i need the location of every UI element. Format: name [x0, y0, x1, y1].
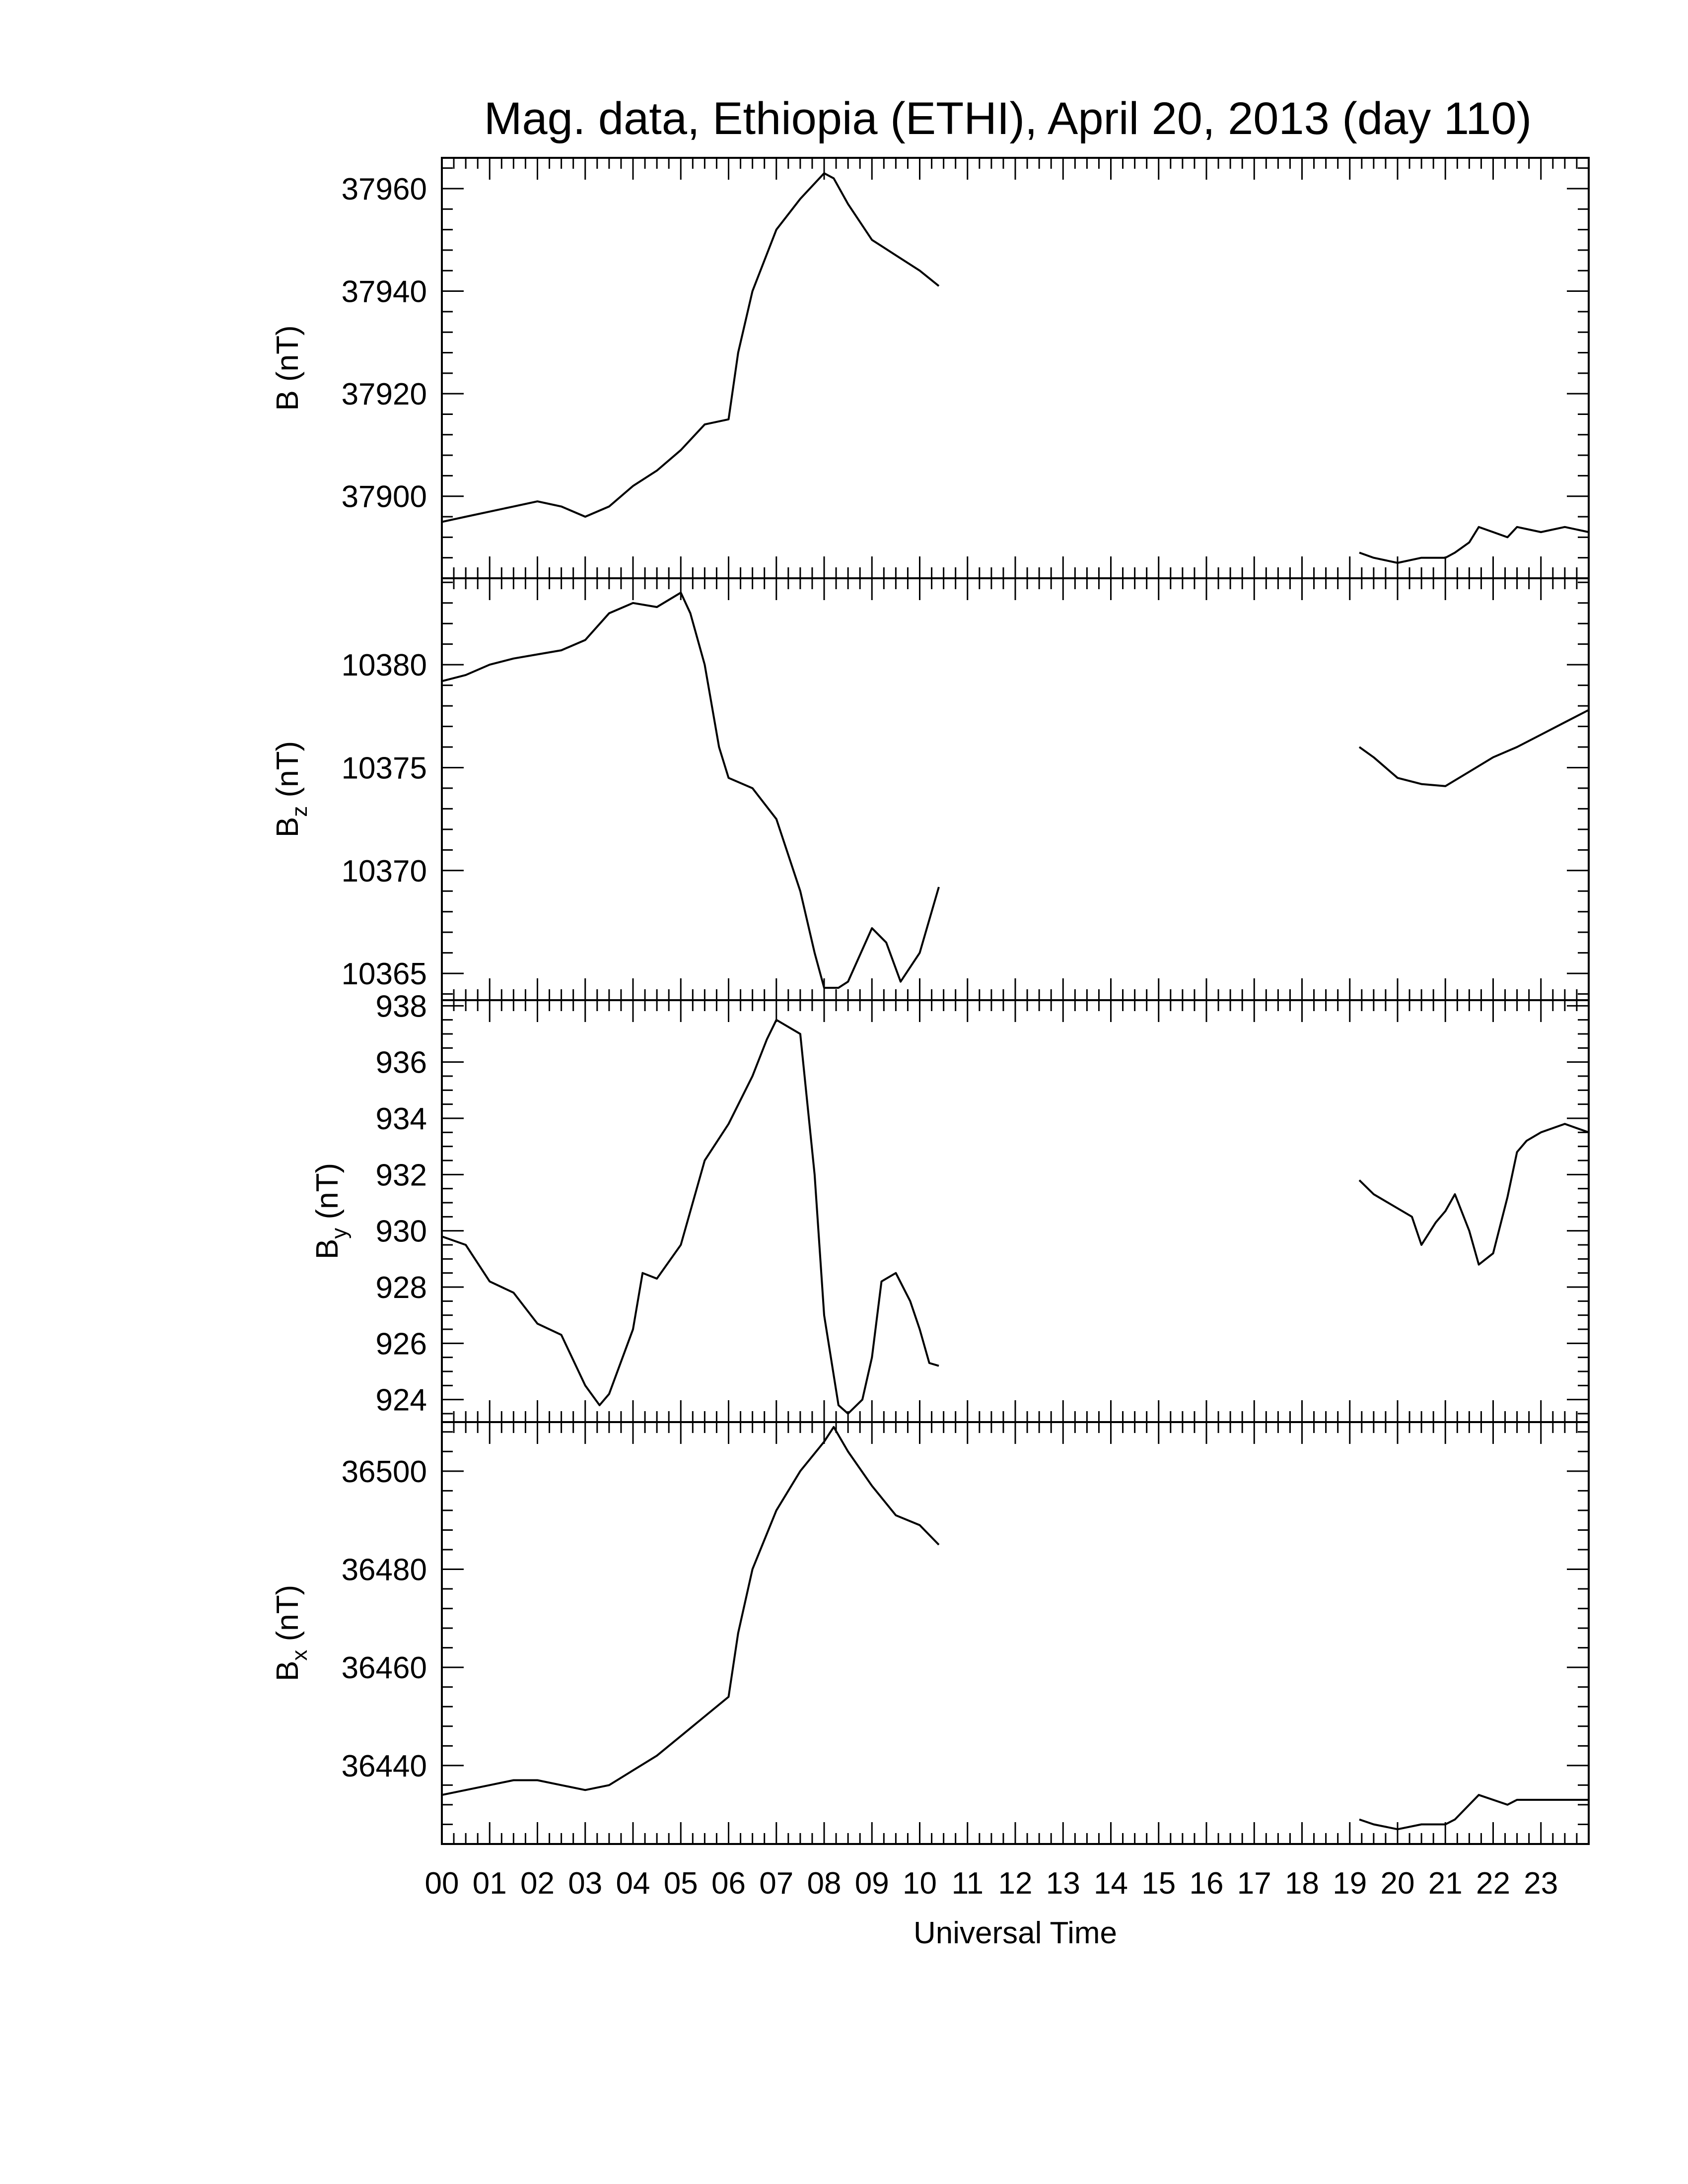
- x-tick-label: 07: [759, 1866, 793, 1901]
- panel-bz-ticks: 10365 10370 10375 10380: [342, 578, 1590, 1000]
- y-tick-label: 936: [376, 1046, 427, 1080]
- ylabel-symbol: B: [271, 817, 305, 837]
- ylabel-unit: (nT): [310, 1163, 345, 1228]
- ylabel-symbol: B: [271, 390, 305, 410]
- x-tick-label: 08: [807, 1866, 842, 1901]
- y-tick-label: 37920: [342, 377, 427, 411]
- x-tick-label: 02: [520, 1866, 555, 1901]
- panel-by-ticks: 924 926 928 930 932 934 936 938: [376, 989, 1590, 1422]
- panel-by-trace-segment: [441, 1019, 939, 1415]
- panel-b-total: 37900 37920 37940 37960 B (nT): [271, 157, 1590, 579]
- y-tick-label: 938: [376, 989, 427, 1024]
- y-tick-label: 36460: [342, 1651, 427, 1685]
- x-tick-label: 06: [711, 1866, 746, 1901]
- y-tick-label: 928: [376, 1271, 427, 1305]
- x-tick-label: 16: [1190, 1866, 1224, 1901]
- panel-by-trace-segment: [1358, 1123, 1589, 1266]
- x-tick-label: 21: [1428, 1866, 1463, 1901]
- x-tick-label: 04: [616, 1866, 650, 1901]
- panel-b-total-ticks: 37900 37920 37940 37960: [342, 158, 1590, 579]
- x-tick-label: 09: [855, 1866, 889, 1901]
- panel-bx: 36440 36460 36480 36500 Bx (nT): [271, 1421, 1590, 1845]
- x-axis-label: Universal Time: [914, 1916, 1117, 1950]
- panel-bz-ylabel: Bz (nT): [271, 741, 312, 837]
- y-tick-label: 934: [376, 1102, 427, 1136]
- x-tick-label: 05: [664, 1866, 698, 1901]
- y-tick-label: 36480: [342, 1553, 427, 1587]
- figure-title: Mag. data, Ethiopia (ETHI), April 20, 20…: [484, 93, 1532, 144]
- x-tick-label: 20: [1381, 1866, 1415, 1901]
- y-tick-label: 36440: [342, 1749, 427, 1783]
- ylabel-subscript: x: [287, 1650, 312, 1661]
- x-tick-label: 19: [1333, 1866, 1367, 1901]
- x-tick-label: 10: [903, 1866, 937, 1901]
- x-tick-label: 23: [1524, 1866, 1558, 1901]
- panel-bx-ticks: 36440 36460 36480 36500: [342, 1422, 1590, 1845]
- ylabel-symbol: B: [271, 1661, 305, 1681]
- panel-by-trace: [441, 1019, 1589, 1415]
- y-tick-label: 930: [376, 1215, 427, 1249]
- x-tick-label: 22: [1476, 1866, 1510, 1901]
- panel-by: 924 926 928 930 932 934 936 938 By (nT): [310, 989, 1590, 1423]
- y-tick-label: 10375: [342, 751, 427, 785]
- x-tick-label: 17: [1237, 1866, 1271, 1901]
- y-tick-label: 926: [376, 1327, 427, 1361]
- panel-bx-trace-segment: [1359, 1794, 1589, 1831]
- y-tick-label: 37960: [342, 172, 427, 206]
- y-tick-label: 10370: [342, 854, 427, 888]
- x-tick-label: 15: [1141, 1866, 1176, 1901]
- panel-b-total-trace-segment: [441, 172, 940, 523]
- ylabel-subscript: y: [327, 1228, 352, 1239]
- ylabel-subscript: z: [287, 806, 312, 817]
- x-tick-label: 03: [568, 1866, 602, 1901]
- y-tick-label: 37900: [342, 480, 427, 514]
- ylabel-unit: (nT): [271, 325, 305, 390]
- x-tick-label: 12: [998, 1866, 1033, 1901]
- x-tick-label: 18: [1285, 1866, 1319, 1901]
- y-tick-label: 37940: [342, 275, 427, 309]
- panel-bx-ylabel: Bx (nT): [271, 1585, 312, 1681]
- ylabel-unit: (nT): [271, 741, 305, 806]
- panel-bz-trace-segment: [441, 592, 940, 989]
- panel-bx-trace-segment: [441, 1426, 940, 1796]
- ylabel-unit: (nT): [271, 1585, 305, 1650]
- panel-b-total-ylabel: B (nT): [271, 325, 305, 410]
- x-tick-label: 14: [1094, 1866, 1128, 1901]
- y-tick-label: 10380: [342, 648, 427, 682]
- y-tick-label: 924: [376, 1383, 427, 1418]
- panel-b-total-trace: [441, 172, 1589, 564]
- x-tick-label: 00: [425, 1866, 459, 1901]
- y-tick-label: 10365: [342, 957, 427, 991]
- panel-b-total-trace-segment: [1359, 526, 1589, 564]
- panel-bz: 10365 10370 10375 10380 Bz (nT): [271, 577, 1590, 1001]
- x-tick-label: 13: [1046, 1866, 1080, 1901]
- x-tick-label: 01: [473, 1866, 507, 1901]
- x-tick-label: 11: [952, 1866, 984, 1901]
- y-tick-label: 36500: [342, 1455, 427, 1489]
- panel-by-ylabel: By (nT): [310, 1163, 352, 1259]
- panel-bx-trace: [441, 1426, 1589, 1831]
- ylabel-symbol: B: [310, 1239, 345, 1259]
- panel-bz-trace-segment: [1358, 709, 1589, 787]
- y-tick-label: 932: [376, 1158, 427, 1192]
- panel-bz-trace: [441, 592, 1589, 989]
- x-axis-tick-labels: 00 01 02 03 04 05 06 07 08 09 10 11 12 13 14 15 16 17 18 19…: [425, 1866, 1558, 1901]
